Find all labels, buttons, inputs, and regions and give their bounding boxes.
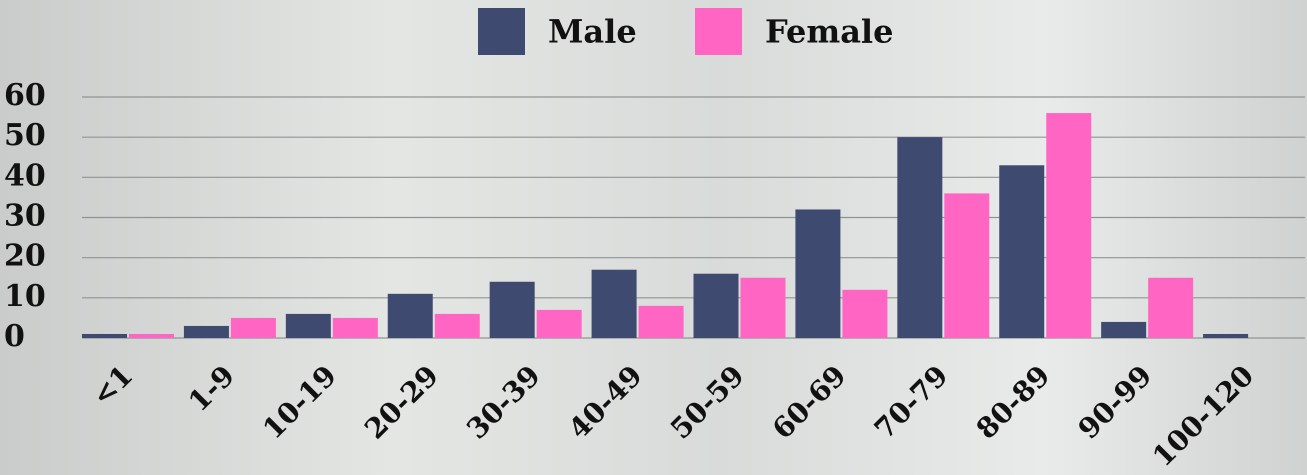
legend-label: Female bbox=[765, 13, 893, 51]
x-tick-label: 80-89 bbox=[970, 359, 1057, 446]
legend-swatch bbox=[695, 8, 742, 55]
bar bbox=[1046, 113, 1092, 338]
bar bbox=[897, 137, 943, 338]
bar bbox=[740, 277, 786, 338]
y-tick-label: 30 bbox=[4, 199, 46, 234]
x-tick-label: 50-59 bbox=[664, 359, 751, 446]
y-tick-label: 20 bbox=[4, 239, 46, 274]
y-tick-label: 40 bbox=[4, 158, 46, 193]
bar bbox=[536, 309, 582, 338]
x-tick-label: 100-120 bbox=[1146, 359, 1260, 473]
bar bbox=[999, 165, 1045, 338]
bar bbox=[638, 305, 684, 338]
bar bbox=[1203, 333, 1249, 338]
bar bbox=[842, 289, 888, 338]
bar bbox=[129, 333, 174, 338]
x-tick-label: 90-99 bbox=[1072, 359, 1159, 446]
y-tick-label: 10 bbox=[4, 279, 46, 314]
bar bbox=[795, 209, 841, 338]
x-tick-label: 40-49 bbox=[562, 359, 649, 446]
bar bbox=[82, 333, 127, 338]
bar bbox=[183, 325, 229, 338]
bar bbox=[230, 317, 276, 338]
bar bbox=[1148, 277, 1194, 338]
x-tick-label: <1 bbox=[86, 359, 140, 413]
y-tick-label: 60 bbox=[4, 78, 46, 113]
legend-swatch bbox=[478, 8, 525, 55]
y-tick-label: 50 bbox=[4, 118, 46, 153]
legend-label: Male bbox=[548, 13, 637, 51]
x-tick-label: 30-39 bbox=[460, 359, 547, 446]
x-tick-label: 1-9 bbox=[182, 359, 241, 418]
bar bbox=[434, 313, 480, 338]
bar bbox=[489, 281, 535, 338]
x-tick-label: 70-79 bbox=[868, 359, 955, 446]
bar bbox=[693, 273, 739, 338]
y-tick-label: 0 bbox=[4, 319, 25, 354]
bar bbox=[387, 293, 433, 338]
x-tick-label: 10-19 bbox=[256, 359, 343, 446]
x-tick-label: 60-69 bbox=[766, 359, 853, 446]
bar bbox=[1101, 321, 1147, 338]
bar bbox=[285, 313, 331, 338]
x-tick-label: 20-29 bbox=[358, 359, 445, 446]
bar bbox=[591, 269, 637, 338]
bar bbox=[332, 317, 378, 338]
bar bbox=[944, 193, 990, 338]
